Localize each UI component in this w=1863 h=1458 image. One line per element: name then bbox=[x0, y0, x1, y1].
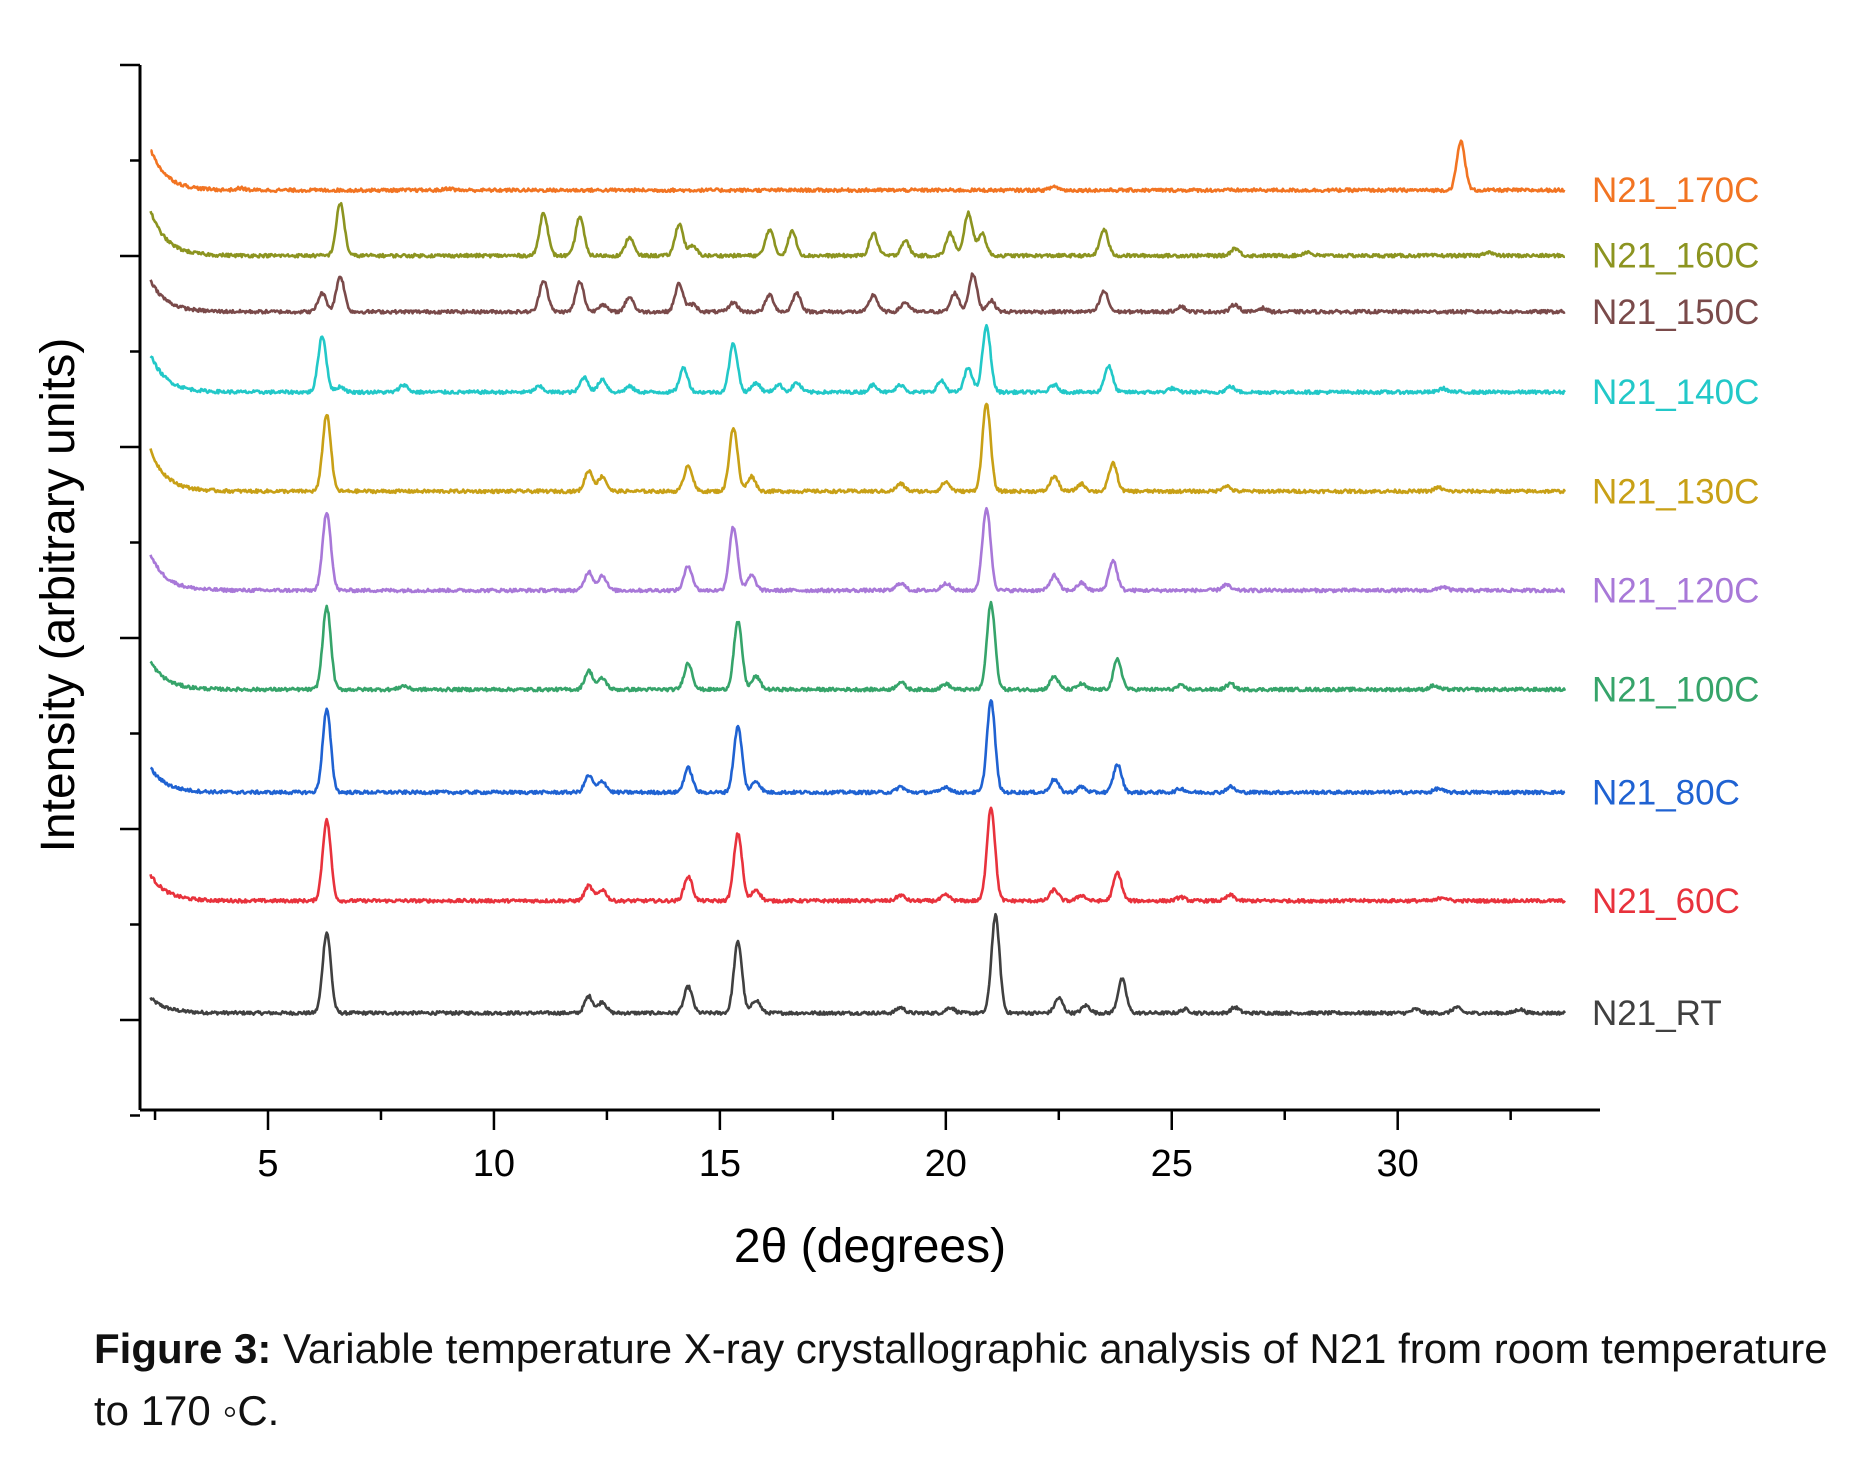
series-labels: N21_RT N21_60C N21_80C N21_100C N21_120C N21_… bbox=[1592, 171, 1759, 1033]
series-label-N21_120C: N21_120C bbox=[1592, 571, 1759, 610]
series-label-N21_140C: N21_140C bbox=[1592, 373, 1759, 412]
series-traces bbox=[149, 139, 1567, 1016]
trace-N21_160C bbox=[149, 202, 1566, 259]
trace-N21_170C bbox=[150, 139, 1566, 194]
x-tick-label: 15 bbox=[699, 1143, 741, 1185]
caption-text: Variable temperature X-ray crystallograp… bbox=[94, 1325, 1828, 1434]
y-axis-title: Intensity (arbitrary units) bbox=[32, 338, 85, 853]
trace-N21_140C bbox=[149, 323, 1566, 396]
series-label-N21_130C: N21_130C bbox=[1592, 472, 1759, 511]
trace-N21_RT bbox=[149, 912, 1567, 1016]
chart-axes: 5 10 15 20 25 30 2θ (degrees) Intensity (arbitr… bbox=[32, 63, 1600, 1273]
trace-N21_130C bbox=[149, 402, 1567, 495]
figure-caption: Figure 3: Variable temperature X-ray cry… bbox=[94, 1318, 1834, 1442]
trace-N21_120C bbox=[149, 506, 1566, 594]
series-label-N21_150C: N21_150C bbox=[1592, 293, 1759, 332]
series-label-N21_170C: N21_170C bbox=[1592, 171, 1759, 210]
x-tick-label: 5 bbox=[257, 1143, 278, 1185]
x-tick-label: 20 bbox=[925, 1143, 967, 1185]
x-tick-label: 25 bbox=[1151, 1143, 1193, 1185]
caption-label: Figure 3: bbox=[94, 1325, 272, 1372]
trace-N21_60C bbox=[149, 806, 1566, 904]
x-axis-title: 2θ (degrees) bbox=[734, 1220, 1006, 1273]
trace-N21_150C bbox=[149, 272, 1566, 315]
series-label-N21_80C: N21_80C bbox=[1592, 773, 1740, 812]
trace-N21_80C bbox=[149, 699, 1566, 796]
series-label-N21_RT: N21_RT bbox=[1592, 994, 1722, 1033]
series-label-N21_100C: N21_100C bbox=[1592, 670, 1759, 709]
x-tick-label: 30 bbox=[1377, 1143, 1419, 1185]
x-tick-label: 10 bbox=[473, 1143, 515, 1185]
series-label-N21_160C: N21_160C bbox=[1592, 237, 1759, 276]
series-label-N21_60C: N21_60C bbox=[1592, 882, 1740, 921]
trace-N21_100C bbox=[149, 600, 1567, 693]
